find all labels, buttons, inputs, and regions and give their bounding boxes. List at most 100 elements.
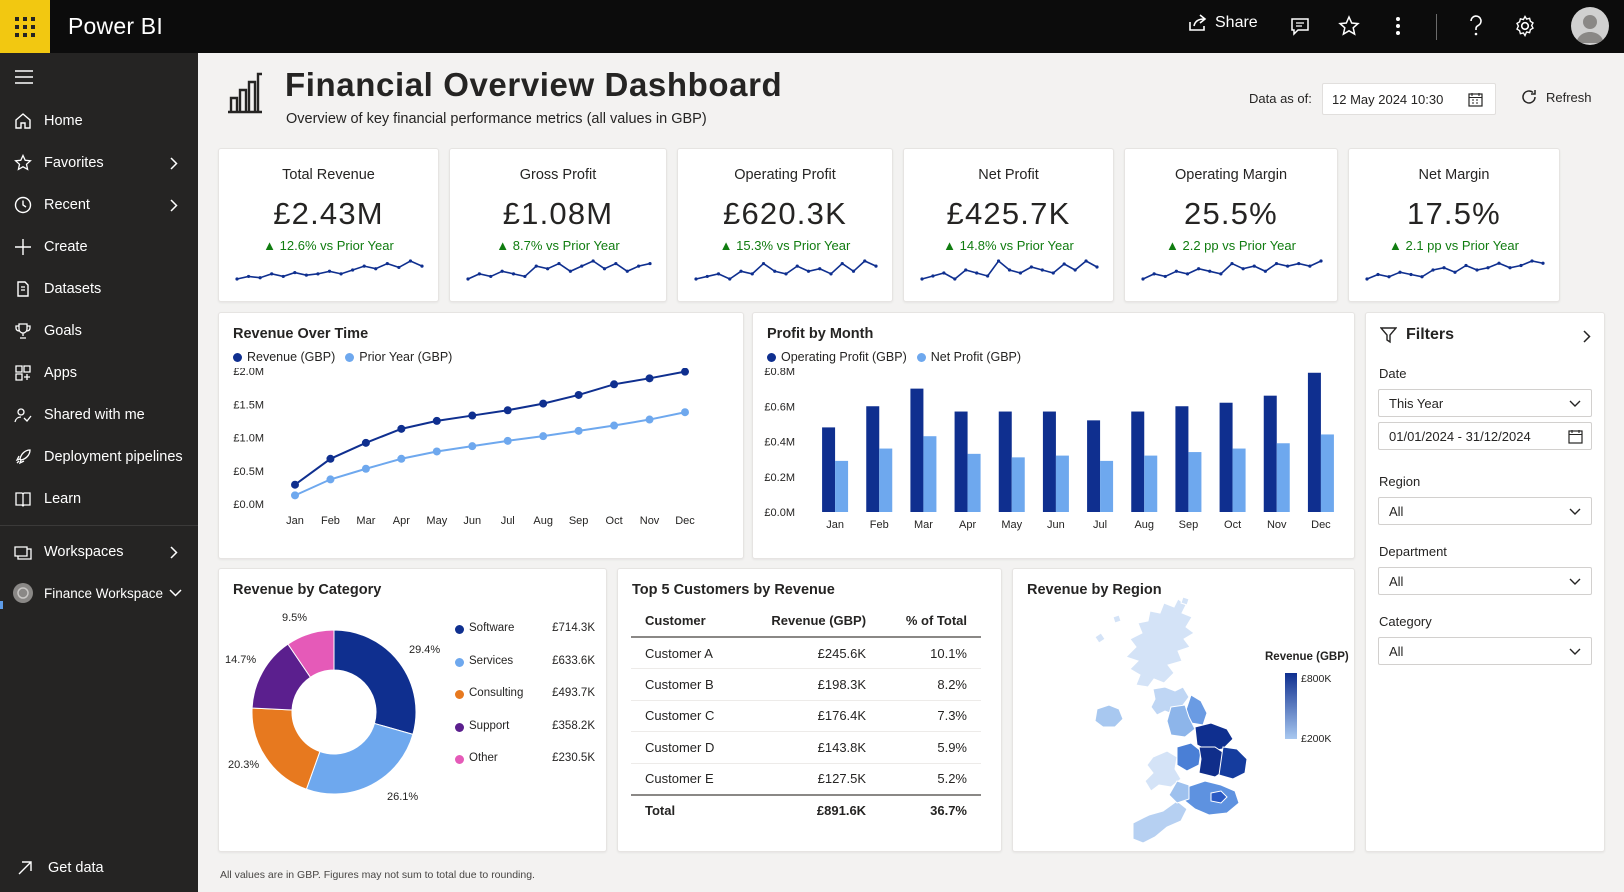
kpi-card-operating-profit[interactable]: Operating Profit £620.3K ▲ 15.3% vs Prio… <box>677 148 893 302</box>
table-row[interactable]: Customer E £127.5K 5.2% <box>631 763 981 795</box>
refresh-button[interactable]: Refresh <box>1521 89 1592 105</box>
top-bar: Power BI Share <box>0 0 1624 53</box>
map-region-scotland[interactable] <box>1125 598 1195 688</box>
nav-item-deployment-pipelines[interactable]: Deployment pipelines <box>0 438 198 476</box>
nav-item-apps[interactable]: Apps <box>0 354 198 392</box>
map-region-london[interactable] <box>1210 790 1228 804</box>
data-as-of-field[interactable]: 12 May 2024 10:30 <box>1322 83 1496 115</box>
kpi-title: Total Revenue <box>282 167 375 183</box>
department-filter-dropdown[interactable]: All <box>1378 567 1592 595</box>
app-name[interactable]: Power BI <box>68 13 163 39</box>
region-filter-dropdown[interactable]: All <box>1378 497 1592 525</box>
sparkline-point <box>1420 275 1424 279</box>
sparkline-point <box>235 277 239 281</box>
table-row[interactable]: Customer A £245.6K 10.1% <box>631 637 981 669</box>
sparkline-point <box>1365 277 1369 281</box>
legend-item[interactable]: Net Profit (GBP) <box>916 350 1022 364</box>
table-row[interactable]: Customer D £143.8K 5.9% <box>631 731 981 764</box>
nav-label: Favorites <box>44 155 104 171</box>
share-button[interactable]: Share <box>1188 14 1258 32</box>
map-region-northern-ireland[interactable] <box>1094 704 1124 728</box>
nav-item-get-data[interactable]: Get data <box>0 849 198 887</box>
hamburger-menu-icon[interactable] <box>14 69 34 85</box>
kpi-card-operating-margin[interactable]: Operating Margin 25.5% ▲ 2.2 pp vs Prior… <box>1124 148 1338 302</box>
help-icon[interactable] <box>1464 14 1488 38</box>
pie-legend-item[interactable]: Services £633.6K <box>455 654 595 672</box>
nav-item-finance-workspace[interactable]: Finance Workspace <box>0 574 198 612</box>
map-region-west-midlands[interactable] <box>1176 742 1202 772</box>
category-filter-dropdown[interactable]: All <box>1378 637 1592 665</box>
kpi-card-gross-profit[interactable]: Gross Profit £1.08M ▲ 8.7% vs Prior Year <box>449 148 667 302</box>
table-cell: Total <box>631 793 742 826</box>
map-region-north-west[interactable] <box>1166 704 1196 738</box>
map-region-south-central[interactable] <box>1168 780 1190 804</box>
workspace-avatar-icon <box>13 583 33 603</box>
x-tick-label: Sep <box>1179 519 1199 531</box>
table-row[interactable]: Customer C £176.4K 7.3% <box>631 700 981 732</box>
revenue-over-time-visual[interactable]: Revenue Over Time Revenue (GBP) Prior Ye… <box>218 312 744 559</box>
legend-item[interactable]: Prior Year (GBP) <box>345 350 452 364</box>
legend-label: Net Profit (GBP) <box>930 350 1022 364</box>
uk-region-map[interactable] <box>1083 597 1263 847</box>
column-header[interactable]: Revenue (GBP) <box>741 605 881 638</box>
more-options-icon[interactable] <box>1386 14 1410 38</box>
nav-item-create[interactable]: Create <box>0 228 198 266</box>
nav-item-home[interactable]: Home <box>0 102 198 140</box>
x-tick-label: Oct <box>1224 519 1241 531</box>
kpi-card-total-revenue[interactable]: Total Revenue £2.43M ▲ 12.6% vs Prior Ye… <box>218 148 439 302</box>
chevron-right-icon[interactable] <box>1583 330 1591 343</box>
bar-operating-profit <box>1175 406 1189 512</box>
revenue-by-region-visual[interactable]: Revenue by Region Revenue (GBP) £800K £2… <box>1012 568 1355 852</box>
data-point <box>291 480 299 489</box>
pie-legend-item[interactable]: Support £358.2K <box>455 719 595 737</box>
plus-icon <box>15 239 31 255</box>
kpi-card-net-profit[interactable]: Net Profit £425.7K ▲ 14.8% vs Prior Year <box>903 148 1114 302</box>
sparkline-point <box>964 268 968 272</box>
nav-item-learn[interactable]: Learn <box>0 480 198 518</box>
x-tick-label: Dec <box>1311 519 1331 531</box>
top-customers-visual[interactable]: Top 5 Customers by Revenue Customer Reve… <box>617 568 1002 852</box>
comment-icon[interactable] <box>1288 14 1312 38</box>
data-point <box>681 368 689 376</box>
settings-gear-icon[interactable] <box>1513 14 1537 38</box>
column-header[interactable]: % of Total <box>880 605 981 638</box>
clock-icon <box>14 196 32 214</box>
sparkline-point <box>304 273 308 277</box>
x-tick-label: Aug <box>533 515 553 527</box>
kpi-card-net-margin[interactable]: Net Margin 17.5% ▲ 2.1 pp vs Prior Year <box>1348 148 1560 302</box>
date-filter-dropdown[interactable]: This Year <box>1378 389 1592 417</box>
nav-item-shared-with-me[interactable]: Shared with me <box>0 396 198 434</box>
map-region-islands[interactable] <box>1094 597 1190 644</box>
dropdown-value: All <box>1389 503 1404 519</box>
nav-item-workspaces[interactable]: Workspaces <box>0 533 198 571</box>
profit-by-month-visual[interactable]: Profit by Month Operating Profit (GBP) N… <box>752 312 1355 559</box>
map-region-east[interactable] <box>1218 746 1248 780</box>
map-region-yorkshire[interactable] <box>1194 722 1234 752</box>
nav-item-datasets[interactable]: Datasets <box>0 270 198 308</box>
table-row[interactable]: Customer B £198.3K 8.2% <box>631 668 981 701</box>
pie-legend-item[interactable]: Other £230.5K <box>455 751 595 769</box>
user-avatar[interactable] <box>1571 7 1609 45</box>
legend-item[interactable]: Revenue (GBP) <box>233 350 335 364</box>
sparkline-point <box>1387 275 1391 279</box>
pie-legend-item[interactable]: Software £714.3K <box>455 621 595 639</box>
favorite-star-icon[interactable] <box>1337 14 1361 38</box>
shared-icon <box>14 408 32 423</box>
sparkline-point <box>1319 259 1323 263</box>
pie-legend-item[interactable]: Consulting £493.7K <box>455 686 595 704</box>
map-region-wales[interactable] <box>1144 750 1182 792</box>
data-point <box>397 454 406 463</box>
revenue-by-category-visual[interactable]: Revenue by Category 9.5% 29.4% 14.7% 20.… <box>218 568 607 852</box>
chevron-down-icon <box>169 589 182 597</box>
legend-item[interactable]: Operating Profit (GBP) <box>767 350 907 364</box>
nav-item-goals[interactable]: Goals <box>0 312 198 350</box>
date-range-field[interactable]: 01/01/2024 - 31/12/2024 <box>1378 422 1592 450</box>
nav-label: Recent <box>44 197 90 213</box>
table-cell: 7.3% <box>880 700 981 732</box>
column-header[interactable]: Customer <box>631 605 742 638</box>
nav-item-recent[interactable]: Recent <box>0 186 198 224</box>
map-region-south-west[interactable] <box>1132 800 1188 844</box>
app-launcher-icon[interactable] <box>0 0 50 53</box>
data-point <box>326 475 335 484</box>
nav-item-favorites[interactable]: Favorites <box>0 144 198 182</box>
